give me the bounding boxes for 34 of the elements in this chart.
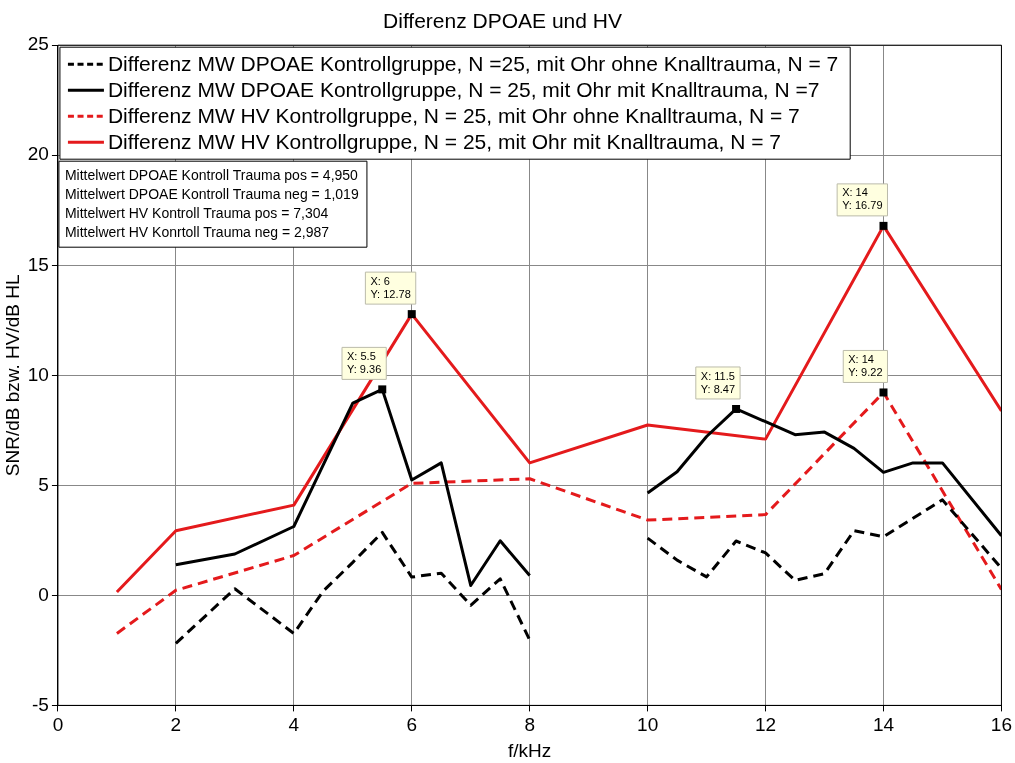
y-tick-label: 5 — [38, 473, 49, 495]
x-tick-label: 2 — [170, 714, 182, 736]
annotation: X: 14 Y: 16.79 — [842, 186, 883, 212]
x-tick-label: 10 — [637, 714, 659, 736]
x-tick-label: 0 — [52, 714, 64, 736]
legend-label: Differenz MW HV Kontrollgruppe, N = 25, mit Ohr mit Knalltrauma, N = 7 — [107, 130, 781, 153]
annotation: X: 11.5 Y: 8.47 — [700, 369, 736, 395]
point — [732, 404, 741, 413]
annotation: X: 5.5 Y: 9.36 — [347, 349, 382, 375]
y-tick-label: -5 — [32, 693, 49, 715]
chart-title: Differenz DPOAE und HV — [383, 9, 622, 33]
x-axis-title: f/kHz — [508, 739, 552, 761]
x-tick-label: 8 — [524, 714, 535, 736]
y-tick-label: 10 — [27, 363, 49, 385]
annotation: Mittelwert HV Konrtoll Trauma neg = 2,987 — [64, 223, 330, 240]
annotation: Mittelwert HV Kontroll Trauma pos = 7,304 — [64, 204, 329, 221]
y-tick-label: 15 — [27, 253, 49, 275]
legend-label: Differenz MW HV Kontrollgruppe, N = 25, mit Ohr ohne Knalltrauma, N = 7 — [107, 104, 800, 127]
y-tick-label: 20 — [27, 143, 49, 165]
annotation: X: 14 Y: 9.22 — [848, 353, 883, 378]
legend-label: Differenz MW DPOAE Kontrollgruppe, N = 25, mit Ohr mit Knalltrauma, N =7 — [107, 78, 820, 101]
x-tick-label: 14 — [872, 714, 895, 736]
y-axis-title: SNR/dB bzw. HV/dB HL — [1, 274, 23, 477]
point — [378, 385, 387, 394]
x-tick-label: 12 — [754, 714, 777, 736]
y-tick-label: 0 — [38, 583, 49, 605]
x-tick-label: 4 — [288, 714, 300, 736]
y-tick-label: 25 — [27, 33, 49, 55]
x-tick-label: 16 — [990, 714, 1012, 736]
annotation: X: 6 Y: 12.78 — [370, 274, 411, 300]
annotation: Mittelwert DPOAE Kontroll Trauma neg = 1,019 — [64, 185, 359, 202]
legend-label: Differenz MW DPOAE Kontrollgruppe, N =25, mit Ohr ohne Knalltrauma, N = 7 — [107, 52, 839, 75]
annotation: Mittelwert DPOAE Kontroll Trauma pos = 4,950 — [64, 166, 359, 183]
x-tick-label: 6 — [406, 714, 418, 736]
